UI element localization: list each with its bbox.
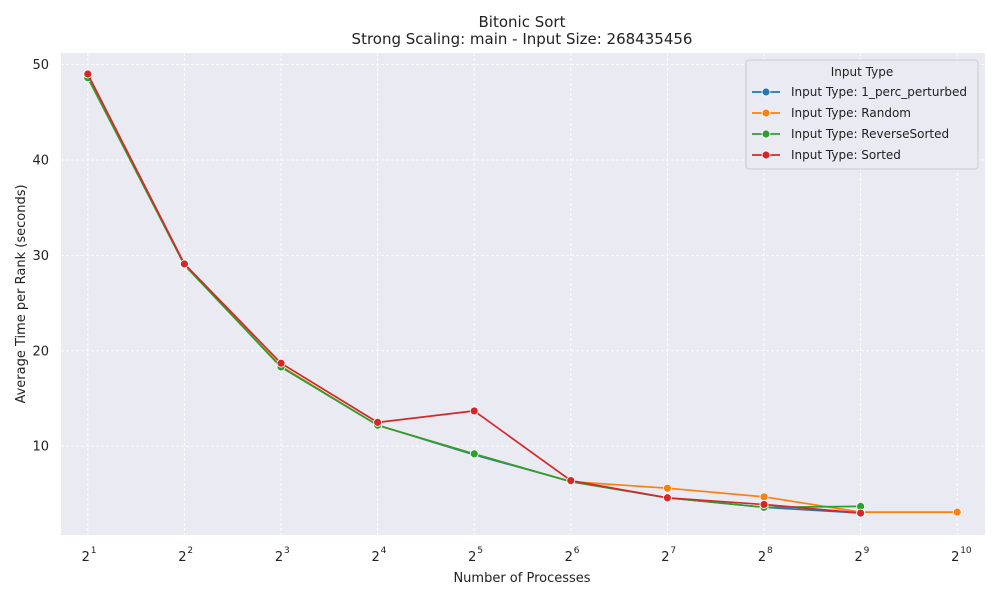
x-tick-label: 2 (178, 550, 186, 565)
x-tick-exponent: 1 (91, 546, 97, 556)
y-tick-label: 30 (32, 249, 49, 264)
x-tick-label: 2 (468, 550, 476, 565)
data-point (373, 417, 383, 427)
legend-item: Input Type: Sorted (752, 148, 901, 162)
y-tick-label: 20 (32, 344, 49, 359)
x-tick-exponent: 3 (284, 546, 290, 556)
chart-subtitle: Strong Scaling: main - Input Size: 26843… (352, 30, 693, 48)
legend-label: Input Type: Sorted (791, 148, 901, 162)
legend-item: Input Type: 1_perc_perturbed (752, 85, 967, 99)
x-tick-exponent: 5 (477, 546, 483, 556)
x-tick-exponent: 2 (187, 546, 193, 556)
series-4 (83, 69, 866, 518)
x-tick-label: 2 (565, 550, 573, 565)
x-tick-label: 2 (371, 550, 379, 565)
legend-title: Input Type (831, 65, 893, 79)
y-axis-label: Average Time per Rank (seconds) (14, 184, 29, 403)
legend-box (745, 59, 979, 170)
x-tick-label: 2 (82, 550, 90, 565)
legend-label: Input Type: Random (791, 106, 911, 120)
x-tick-exponent: 6 (574, 546, 580, 556)
x-tick-label: 2 (661, 550, 669, 565)
data-point (276, 358, 286, 368)
data-point (180, 259, 189, 269)
x-tick-exponent: 4 (381, 546, 387, 556)
x-tick-label: 2 (275, 550, 283, 565)
legend-swatch-marker (761, 87, 771, 97)
x-tick-label: 2 (854, 550, 862, 565)
data-point (759, 492, 769, 502)
x-tick-label: 2 (758, 550, 766, 565)
chart-title: Bitonic Sort (479, 13, 566, 31)
data-point (469, 406, 479, 416)
x-tick-exponent: 8 (767, 546, 773, 556)
legend-item: Input Type: ReverseSorted (752, 127, 949, 141)
data-point (663, 493, 672, 503)
data-point (566, 476, 576, 485)
x-tick-exponent: 7 (670, 546, 676, 556)
legend-swatch-marker (761, 108, 771, 118)
series (83, 69, 962, 518)
legend: Input Type Input Type: 1_perc_perturbedI… (745, 59, 979, 170)
y-tick-label: 50 (32, 58, 49, 73)
legend-items: Input Type: 1_perc_perturbed Input Type: … (752, 85, 967, 162)
legend-label: Input Type: 1_perc_perturbed (791, 85, 967, 99)
data-point (759, 500, 769, 509)
legend-label: Input Type: ReverseSorted (791, 127, 949, 141)
legend-swatch-marker (761, 150, 771, 160)
legend-swatch-marker (761, 129, 771, 139)
x-tick-exponent: 9 (864, 546, 870, 556)
data-point (952, 507, 962, 517)
y-tick-label: 40 (32, 153, 49, 168)
y-tick-label: 10 (32, 440, 49, 455)
data-point (83, 69, 93, 79)
data-point (856, 508, 866, 518)
legend-item: Input Type: Random (752, 106, 911, 120)
x-tick-exponent: 10 (960, 546, 972, 556)
data-point (469, 449, 479, 459)
x-tick-label: 2 (951, 550, 959, 565)
data-point (663, 483, 672, 493)
x-axis-label: Number of Processes (453, 571, 590, 586)
